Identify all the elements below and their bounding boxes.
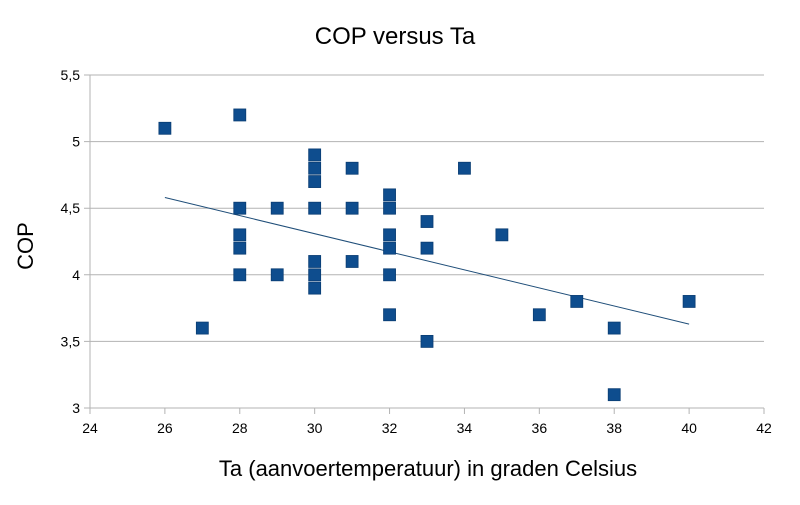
data-point: [495, 228, 509, 242]
x-tick-label: 40: [681, 420, 697, 436]
x-axis-tick-labels: 24 26 28 30 32 34 36 38 40 42: [82, 420, 772, 436]
data-points: [158, 108, 696, 402]
x-tick-label: 32: [382, 420, 398, 436]
x-tick-label: 42: [756, 420, 772, 436]
data-point: [345, 161, 359, 175]
y-axis-tick-labels: 3 3,5 4 4,5 5 5,5: [61, 67, 81, 416]
trendline: [164, 197, 690, 325]
x-tick-label: 24: [82, 420, 98, 436]
x-tick-label: 36: [532, 420, 548, 436]
data-point: [308, 175, 322, 188]
data-point: [345, 255, 359, 268]
data-point: [383, 308, 396, 322]
data-point: [233, 228, 247, 242]
data-point: [607, 388, 621, 402]
data-point: [383, 201, 396, 215]
y-tick-label: 3: [72, 400, 80, 416]
data-point: [233, 241, 247, 255]
data-point: [607, 321, 621, 335]
y-tick-label: 4: [72, 267, 80, 283]
data-point: [383, 268, 396, 282]
data-point: [420, 241, 434, 255]
y-tick-label: 5: [72, 134, 80, 150]
data-point: [570, 295, 584, 308]
data-point: [158, 121, 172, 135]
x-tick-label: 28: [232, 420, 248, 436]
trendline-layer: [164, 197, 690, 325]
data-point: [195, 321, 209, 335]
data-point: [383, 241, 396, 255]
y-tick-label: 5,5: [61, 67, 81, 83]
data-point: [233, 201, 247, 215]
grid-lines: [84, 74, 764, 409]
data-point: [308, 255, 322, 268]
data-point: [233, 108, 247, 122]
chart-title: COP versus Ta: [315, 23, 476, 50]
data-point: [420, 215, 434, 228]
axes: [89, 75, 765, 414]
y-tick-label: 4,5: [61, 200, 81, 216]
data-point: [308, 268, 322, 282]
y-tick-label: 3,5: [61, 333, 81, 349]
x-tick-label: 34: [457, 420, 473, 436]
x-tick-label: 38: [606, 420, 622, 436]
x-tick-label: 26: [157, 420, 173, 436]
data-point: [345, 201, 359, 215]
data-point: [682, 295, 696, 308]
data-point: [270, 268, 284, 282]
y-axis-title: COP: [13, 222, 38, 270]
x-axis-title: Ta (aanvoertemperatuur) in graden Celsiu…: [219, 456, 637, 481]
data-point: [308, 201, 322, 215]
data-point: [383, 228, 396, 242]
data-point: [233, 268, 247, 282]
x-tick-label: 30: [307, 420, 323, 436]
data-point: [420, 334, 434, 348]
data-point: [308, 161, 322, 175]
data-point: [532, 308, 546, 322]
data-point: [308, 148, 322, 162]
data-point: [458, 161, 471, 175]
data-point: [383, 188, 396, 202]
data-point: [308, 281, 322, 295]
data-point: [270, 201, 284, 215]
